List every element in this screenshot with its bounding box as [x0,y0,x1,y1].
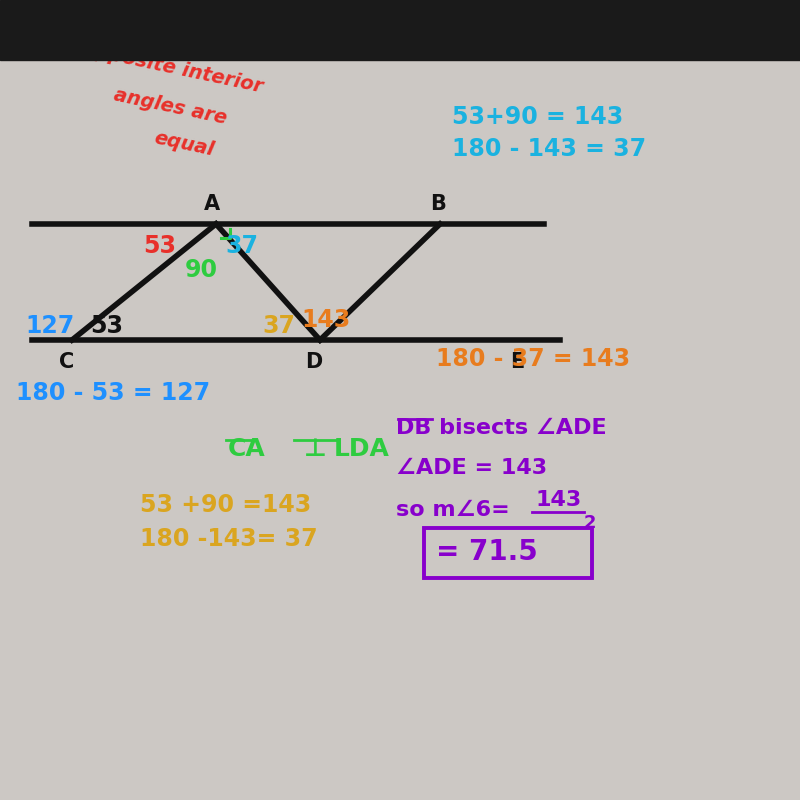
Text: A: A [204,194,220,214]
Text: > 3x - 4: > 3x - 4 [18,39,90,58]
Text: 143: 143 [536,490,582,510]
Text: angles are: angles are [112,86,229,128]
Bar [424,528,592,578]
Text: E: E [510,351,525,371]
Text: opposite interior: opposite interior [80,39,265,96]
Text: DB bisects ∠ADE: DB bisects ∠ADE [396,418,606,438]
Text: CA: CA [228,437,266,461]
Text: B: B [430,194,446,214]
Text: ⊥: ⊥ [304,437,327,461]
Text: 90: 90 [185,258,218,282]
Text: 37: 37 [225,234,258,258]
Text: 53: 53 [143,234,177,258]
Text: 180 -143= 37: 180 -143= 37 [140,526,318,550]
Text: 127: 127 [25,314,74,338]
Text: equal: equal [152,129,215,160]
Text: so m∠6=: so m∠6= [396,500,510,520]
Text: 180 - 37 = 143: 180 - 37 = 143 [436,346,630,370]
Text: D: D [305,351,322,371]
Text: LDA: LDA [334,437,390,461]
Text: 180 - 53 = 127: 180 - 53 = 127 [16,381,210,405]
Text: 2: 2 [584,514,597,532]
Text: 53+90 = 143: 53+90 = 143 [452,105,623,129]
Text: = 71.5: = 71.5 [436,538,538,566]
Text: 143: 143 [302,308,351,332]
Text: C: C [58,351,74,371]
Text: 180 - 143 = 37: 180 - 143 = 37 [452,137,646,161]
Text: 53: 53 [90,314,123,338]
Text: 53 +90 =143: 53 +90 =143 [140,493,311,517]
Text: ∠ADE = 143: ∠ADE = 143 [396,458,547,478]
Bar [0,0,800,60]
Text: 37: 37 [262,314,295,338]
